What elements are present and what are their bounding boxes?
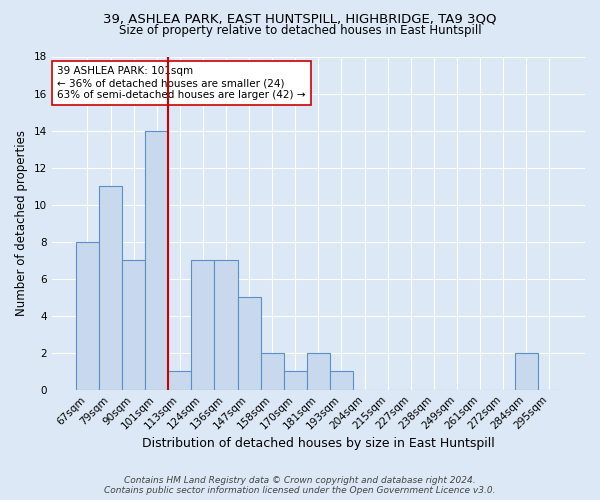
Text: Contains HM Land Registry data © Crown copyright and database right 2024.
Contai: Contains HM Land Registry data © Crown c… xyxy=(104,476,496,495)
X-axis label: Distribution of detached houses by size in East Huntspill: Distribution of detached houses by size … xyxy=(142,437,495,450)
Bar xyxy=(191,260,214,390)
Bar xyxy=(145,130,168,390)
Bar xyxy=(330,371,353,390)
Bar xyxy=(515,352,538,390)
Text: Size of property relative to detached houses in East Huntspill: Size of property relative to detached ho… xyxy=(119,24,481,37)
Bar xyxy=(168,371,191,390)
Bar xyxy=(214,260,238,390)
Y-axis label: Number of detached properties: Number of detached properties xyxy=(15,130,28,316)
Bar xyxy=(99,186,122,390)
Bar xyxy=(260,352,284,390)
Bar xyxy=(238,297,260,390)
Bar xyxy=(284,371,307,390)
Text: 39 ASHLEA PARK: 101sqm
← 36% of detached houses are smaller (24)
63% of semi-det: 39 ASHLEA PARK: 101sqm ← 36% of detached… xyxy=(57,66,305,100)
Text: 39, ASHLEA PARK, EAST HUNTSPILL, HIGHBRIDGE, TA9 3QQ: 39, ASHLEA PARK, EAST HUNTSPILL, HIGHBRI… xyxy=(103,12,497,26)
Bar xyxy=(307,352,330,390)
Bar xyxy=(76,242,99,390)
Bar xyxy=(122,260,145,390)
